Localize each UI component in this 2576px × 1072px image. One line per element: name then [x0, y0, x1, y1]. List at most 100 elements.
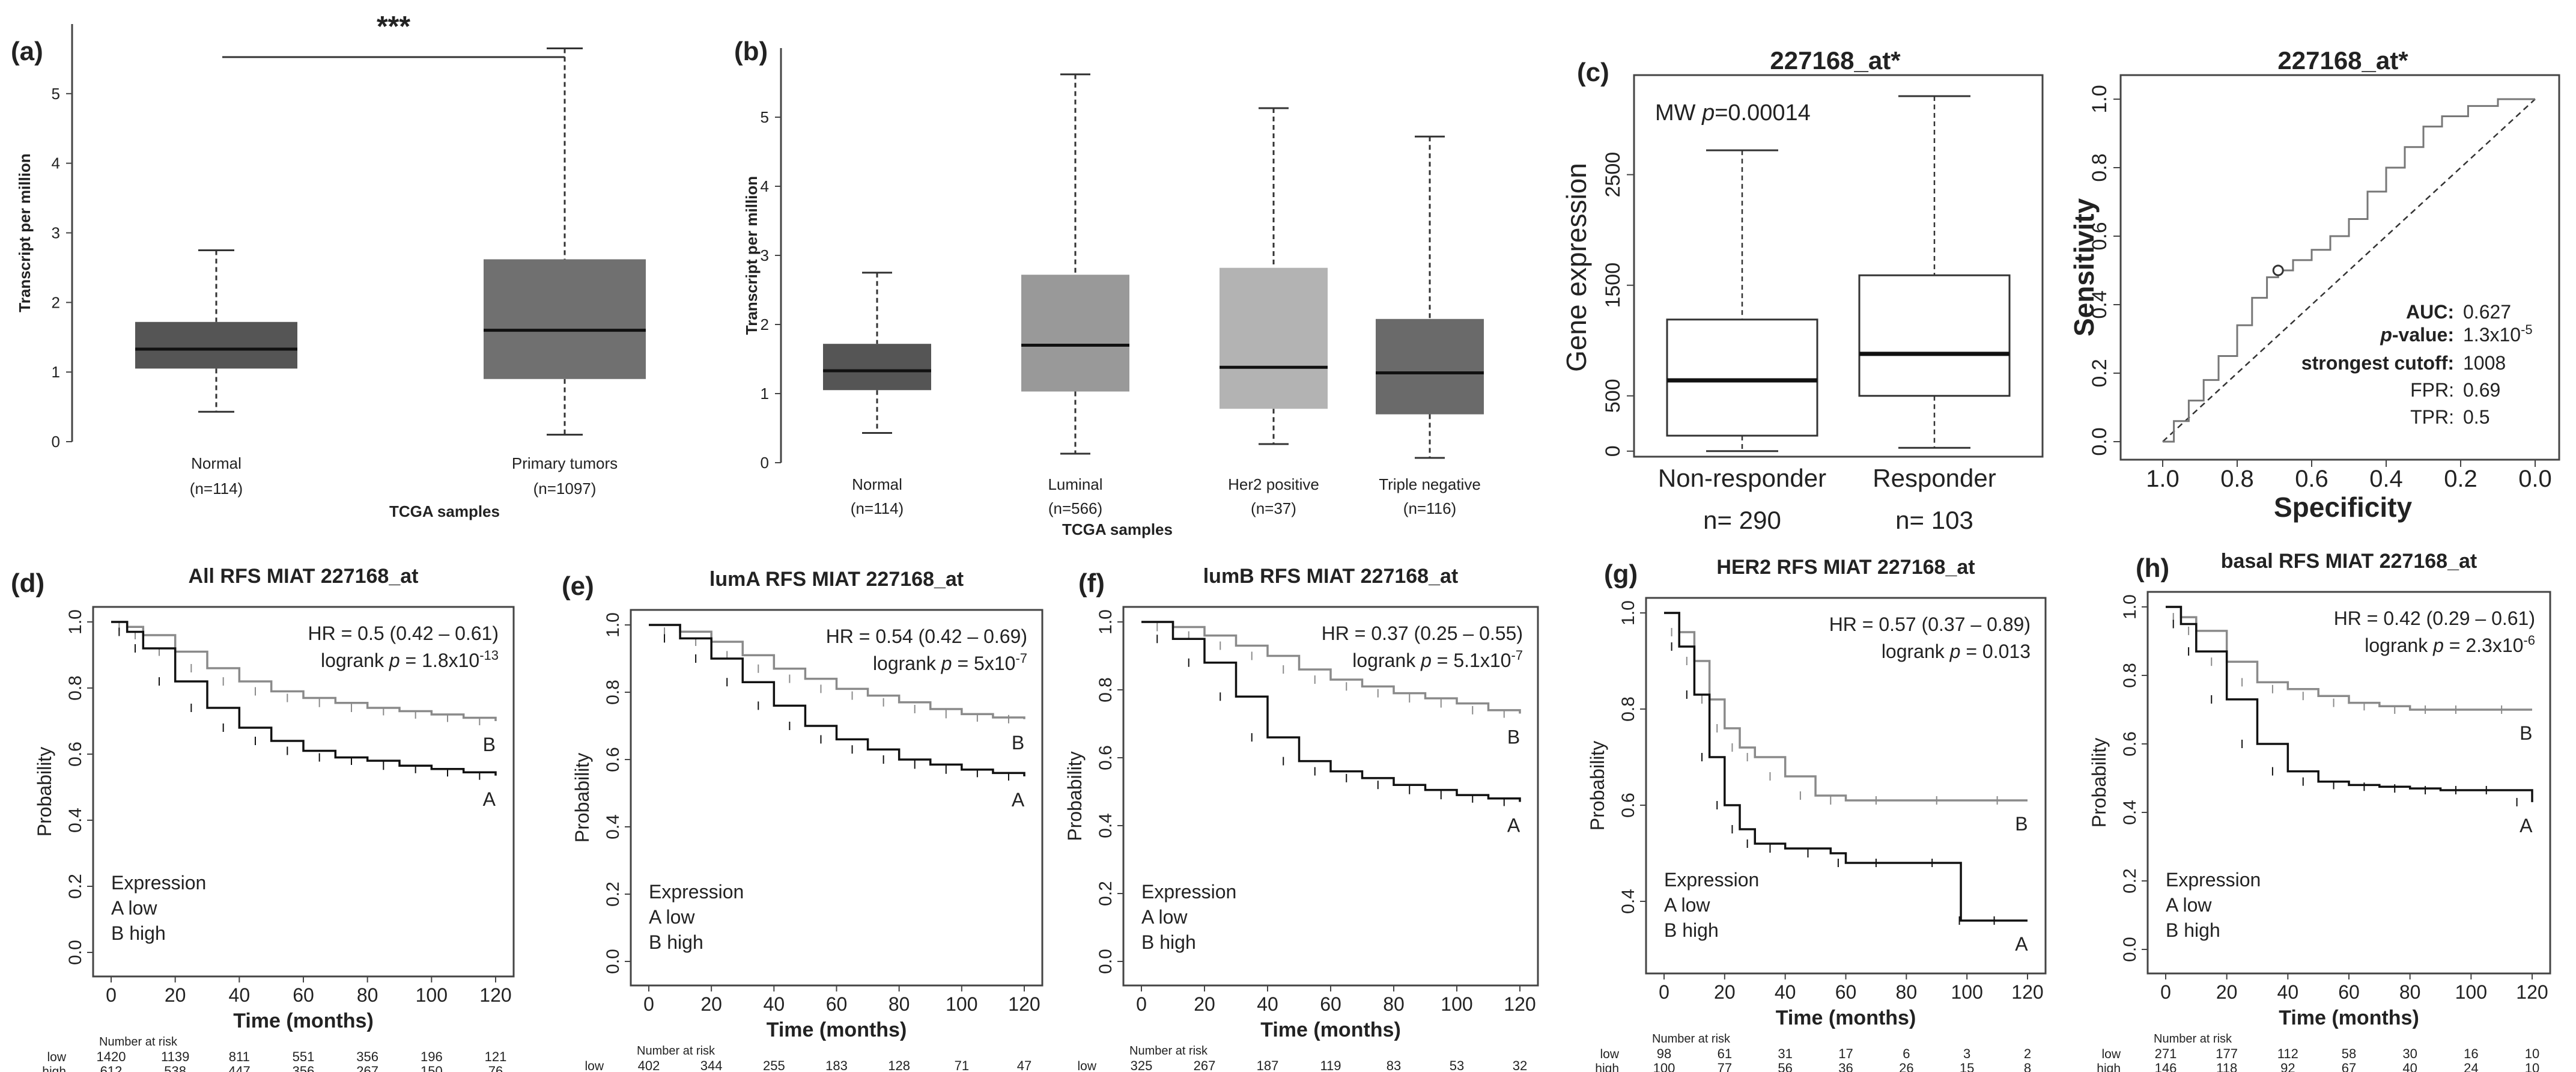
roc-diagonal [2162, 99, 2536, 442]
category-label: Non-responder [1658, 464, 1826, 492]
x-tick-label: 100 [1951, 981, 1982, 1003]
risk-low-value: 32 [1513, 1058, 1527, 1072]
risk-high-value: 92 [2280, 1061, 2295, 1072]
x-axis-label: Time (months) [767, 1019, 907, 1041]
roc-stat-value: 1008 [2463, 352, 2506, 374]
logrank-text: logrank p = 1.8x10-13 [321, 648, 499, 671]
logrank-text: logrank p = 0.013 [1882, 641, 2031, 662]
x-axis-label: Time (months) [233, 1010, 374, 1032]
category-n: n= 290 [1703, 506, 1781, 534]
risk-low-value: 183 [825, 1058, 848, 1072]
x-tick-label: 40 [229, 984, 251, 1006]
risk-title: Number at risk [637, 1044, 715, 1058]
risk-low-value: 6 [1903, 1046, 1910, 1061]
hr-text: HR = 0.42 (0.29 – 0.61) [2334, 608, 2535, 629]
panel-title: 227168_at* [1770, 46, 1901, 75]
legend-a: A low [649, 906, 695, 928]
risk-high-value: 26 [1899, 1061, 1913, 1072]
risk-high-value: 36 [1838, 1061, 1853, 1072]
curve-label-a: A [2520, 815, 2533, 836]
category-n: (n=37) [1251, 499, 1296, 517]
panel-label: (g) [1604, 559, 1638, 589]
panel-a: (a) 0 1 2 3 4 5 Transcript per million Normal (n=… [11, 11, 646, 520]
risk-low-value: 1139 [161, 1049, 189, 1064]
y-tick-label: 0.0 [1096, 949, 1116, 974]
km-curve-high [111, 621, 497, 721]
risk-low-value: 16 [2464, 1046, 2478, 1061]
risk-low-value: 53 [1450, 1058, 1464, 1072]
curve-label-a: A [483, 788, 496, 810]
risk-low-value: 112 [2277, 1046, 2298, 1061]
risk-row-label-low: low [2101, 1047, 2121, 1061]
panel-label: (c) [1577, 58, 1609, 87]
panel-label: (b) [734, 37, 768, 66]
y-axis-label: Transcript per million [16, 153, 34, 312]
curve-label-b: B [2015, 813, 2028, 835]
x-tick-label: 120 [1008, 993, 1040, 1015]
legend-b: B high [1664, 919, 1719, 941]
legend-title: Expression [1141, 881, 1236, 903]
y-tick-label: 3 [52, 224, 60, 242]
y-axis-label: Gene expression [1561, 163, 1592, 372]
km-title: lumA RFS MIAT 227168_at [709, 568, 964, 591]
panel-c-roc: 227168_at* 0.0 0.2 0.4 0.6 0.8 1.0 1.0 0.8 0.6 0.4… [2068, 46, 2560, 523]
box-non-responder [1666, 318, 1818, 437]
km-curve-low [111, 621, 497, 776]
x-tick-label: 0.8 [2220, 466, 2254, 492]
risk-high-value: 150 [421, 1064, 443, 1072]
risk-low-value: 187 [1257, 1058, 1279, 1072]
x-axis-label: Time (months) [2279, 1007, 2419, 1029]
category-n: (n=566) [1048, 499, 1102, 517]
risk-high-value: 356 [293, 1064, 315, 1072]
y-tick-label: 0 [1602, 445, 1624, 457]
box-primary-tumors [484, 259, 646, 379]
x-tick-label: 120 [2011, 981, 2043, 1003]
km-title: HER2 RFS MIAT 227168_at [1716, 556, 1975, 579]
risk-low-value: 196 [421, 1049, 443, 1064]
y-tick-label: 1.0 [2088, 85, 2111, 113]
km-curve-low [1664, 612, 2028, 922]
category-n: n= 103 [1895, 506, 1973, 534]
y-tick-label: 1.0 [603, 612, 623, 638]
risk-low-value: 2 [2024, 1046, 2031, 1061]
legend-title: Expression [649, 881, 744, 903]
y-tick-label: 5 [761, 108, 769, 126]
significance-stars: *** [377, 11, 410, 43]
risk-low-value: 551 [293, 1049, 315, 1064]
risk-low-value: 83 [1387, 1058, 1401, 1072]
x-tick-label: 20 [1714, 981, 1736, 1003]
risk-high-value: 8 [2024, 1061, 2031, 1072]
y-tick-label: 0.2 [603, 882, 623, 907]
y-tick-label: 0.6 [1618, 793, 1638, 818]
x-tick-label: 0.2 [2444, 466, 2477, 492]
risk-high-value: 24 [2464, 1061, 2478, 1072]
risk-low-value: 30 [2402, 1046, 2417, 1061]
y-tick-label: 0.6 [603, 747, 623, 772]
category-label: Triple negative [1379, 475, 1481, 493]
y-axis-label: Transcript per million [743, 176, 761, 335]
x-tick-label: 60 [293, 984, 314, 1006]
y-tick-label: 0.8 [2120, 663, 2140, 688]
panel-h: (h) basal RFS MIAT 227168_at 0.0 0.2 0.4 0.6 0… [2088, 550, 2551, 1072]
risk-low-value: 267 [1194, 1058, 1216, 1072]
category-n: (n=116) [1403, 499, 1456, 517]
y-tick-label: 5 [52, 85, 60, 103]
panel-e: (e) lumA RFS MIAT 227168_at 0.0 0.2 0.4 0.6 0.… [562, 568, 1043, 1072]
risk-row-label-low: low [1600, 1047, 1619, 1061]
risk-low-value: 344 [700, 1058, 723, 1072]
y-tick-label: 0.4 [1618, 889, 1638, 914]
y-tick-label: 1500 [1602, 263, 1624, 308]
x-tick-label: 1.0 [2146, 466, 2180, 492]
panel-label: (d) [11, 568, 44, 598]
logrank-text: logrank p = 5.1x10-7 [1352, 648, 1523, 671]
roc-stat-label: TPR: [2410, 406, 2454, 428]
category-n: (n=1097) [533, 480, 597, 498]
roc-curve [2163, 98, 2535, 443]
x-tick-label: 20 [700, 993, 722, 1015]
y-tick-label: 1 [761, 385, 769, 403]
y-tick-label: 0.8 [2088, 153, 2111, 181]
risk-high-value: 146 [2155, 1061, 2177, 1072]
risk-title: Number at risk [99, 1035, 178, 1049]
category-label: Responder [1873, 464, 1996, 492]
roc-stat-value: 0.5 [2463, 406, 2489, 428]
